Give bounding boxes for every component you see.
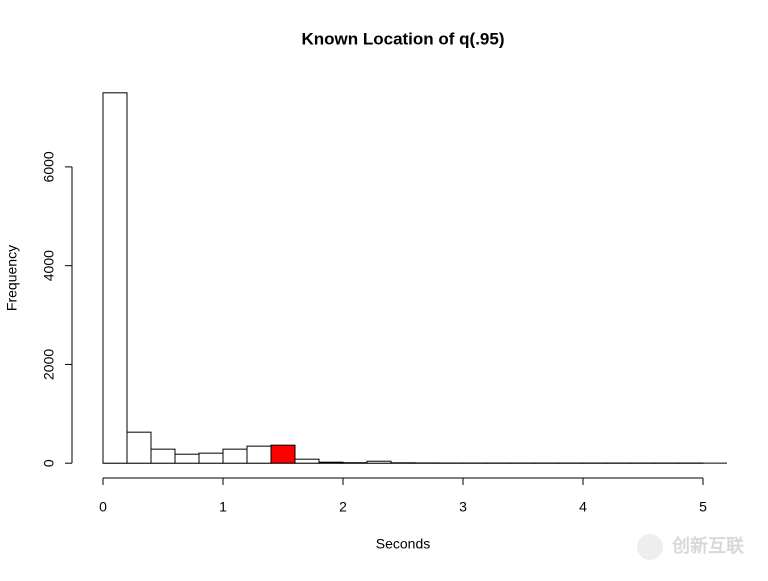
x-tick-label: 2	[339, 499, 347, 515]
x-tick-label: 1	[219, 499, 227, 515]
x-tick-label: 3	[459, 499, 467, 515]
bar	[319, 462, 343, 463]
bar	[151, 449, 175, 463]
watermark-logo	[637, 534, 663, 560]
watermark: 创新互联	[671, 535, 744, 556]
bar	[127, 432, 151, 463]
bar	[103, 93, 127, 463]
y-tick-label: 4000	[41, 250, 57, 281]
chart-title: Known Location of q(.95)	[301, 29, 504, 48]
bar	[271, 445, 295, 463]
x-tick-label: 0	[99, 499, 107, 515]
bar	[223, 449, 247, 463]
y-tick-label: 2000	[41, 349, 57, 380]
x-tick-label: 5	[699, 499, 707, 515]
x-axis-label: Seconds	[376, 536, 430, 552]
bar	[199, 453, 223, 463]
bar	[295, 459, 319, 463]
y-tick-label: 6000	[41, 151, 57, 182]
bar	[367, 461, 391, 463]
y-tick-label: 0	[41, 459, 57, 467]
x-tick-label: 4	[579, 499, 587, 515]
y-axis-label: Frequency	[4, 245, 20, 311]
bar	[247, 446, 271, 463]
bar	[175, 454, 199, 463]
